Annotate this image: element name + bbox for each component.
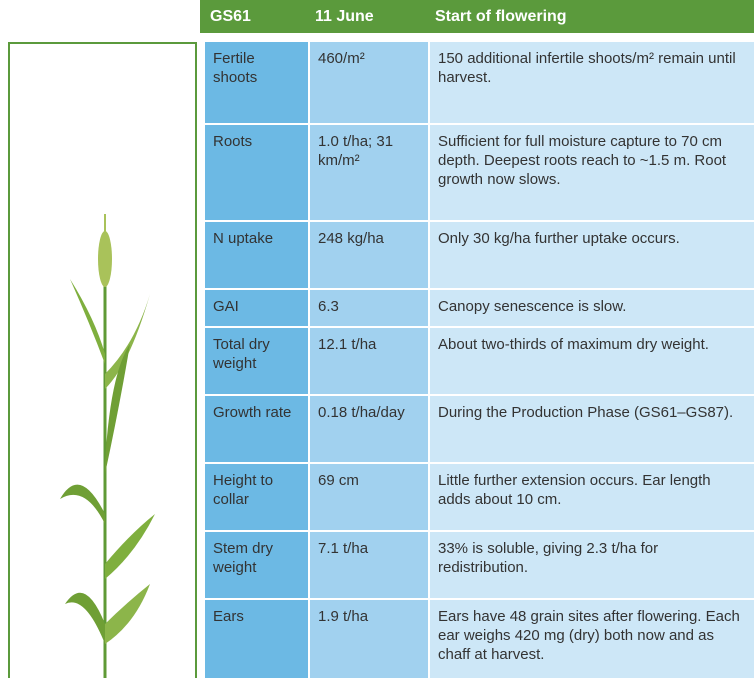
value: 460/m² <box>310 42 428 123</box>
value: 6.3 <box>310 290 428 326</box>
comment: Only 30 kg/ha further uptake occurs. <box>430 222 754 288</box>
parameter: Fertile shoots <box>205 42 308 123</box>
plant-illustration <box>10 44 195 678</box>
parameter: Height to collar <box>205 464 308 530</box>
header-title: Start of flowering <box>435 8 567 26</box>
value: 248 kg/ha <box>310 222 428 288</box>
comment: Canopy senescence is slow. <box>430 290 754 326</box>
comment: During the Production Phase (GS61–GS87). <box>430 396 754 462</box>
value: 12.1 t/ha <box>310 328 428 394</box>
comment: About two-thirds of maximum dry weight. <box>430 328 754 394</box>
comment: Sufficient for full moisture capture to … <box>430 125 754 220</box>
plant-panel <box>8 42 197 678</box>
comment: 150 additional infertile shoots/m² remai… <box>430 42 754 123</box>
parameter: Total dry weight <box>205 328 308 394</box>
parameter: Ears <box>205 600 308 678</box>
date: 11 June <box>315 8 374 26</box>
value: 69 cm <box>310 464 428 530</box>
comment: Little further extension occurs. Ear len… <box>430 464 754 530</box>
value: 1.9 t/ha <box>310 600 428 678</box>
parameter: Roots <box>205 125 308 220</box>
header: GS61 11 June Start of flowering <box>200 0 754 33</box>
value: 1.0 t/ha; 31 km/m² <box>310 125 428 220</box>
comment: 33% is soluble, giving 2.3 t/ha for redi… <box>430 532 754 598</box>
parameter: N uptake <box>205 222 308 288</box>
stage: GS61 <box>210 8 251 26</box>
comment: Ears have 48 grain sites after flowering… <box>430 600 754 678</box>
value: 0.18 t/ha/day <box>310 396 428 462</box>
parameter: Stem dry weight <box>205 532 308 598</box>
page: GS61 11 June Start of flowering Fertile … <box>0 0 754 678</box>
value: 7.1 t/ha <box>310 532 428 598</box>
parameter: GAI <box>205 290 308 326</box>
parameter: Growth rate <box>205 396 308 462</box>
